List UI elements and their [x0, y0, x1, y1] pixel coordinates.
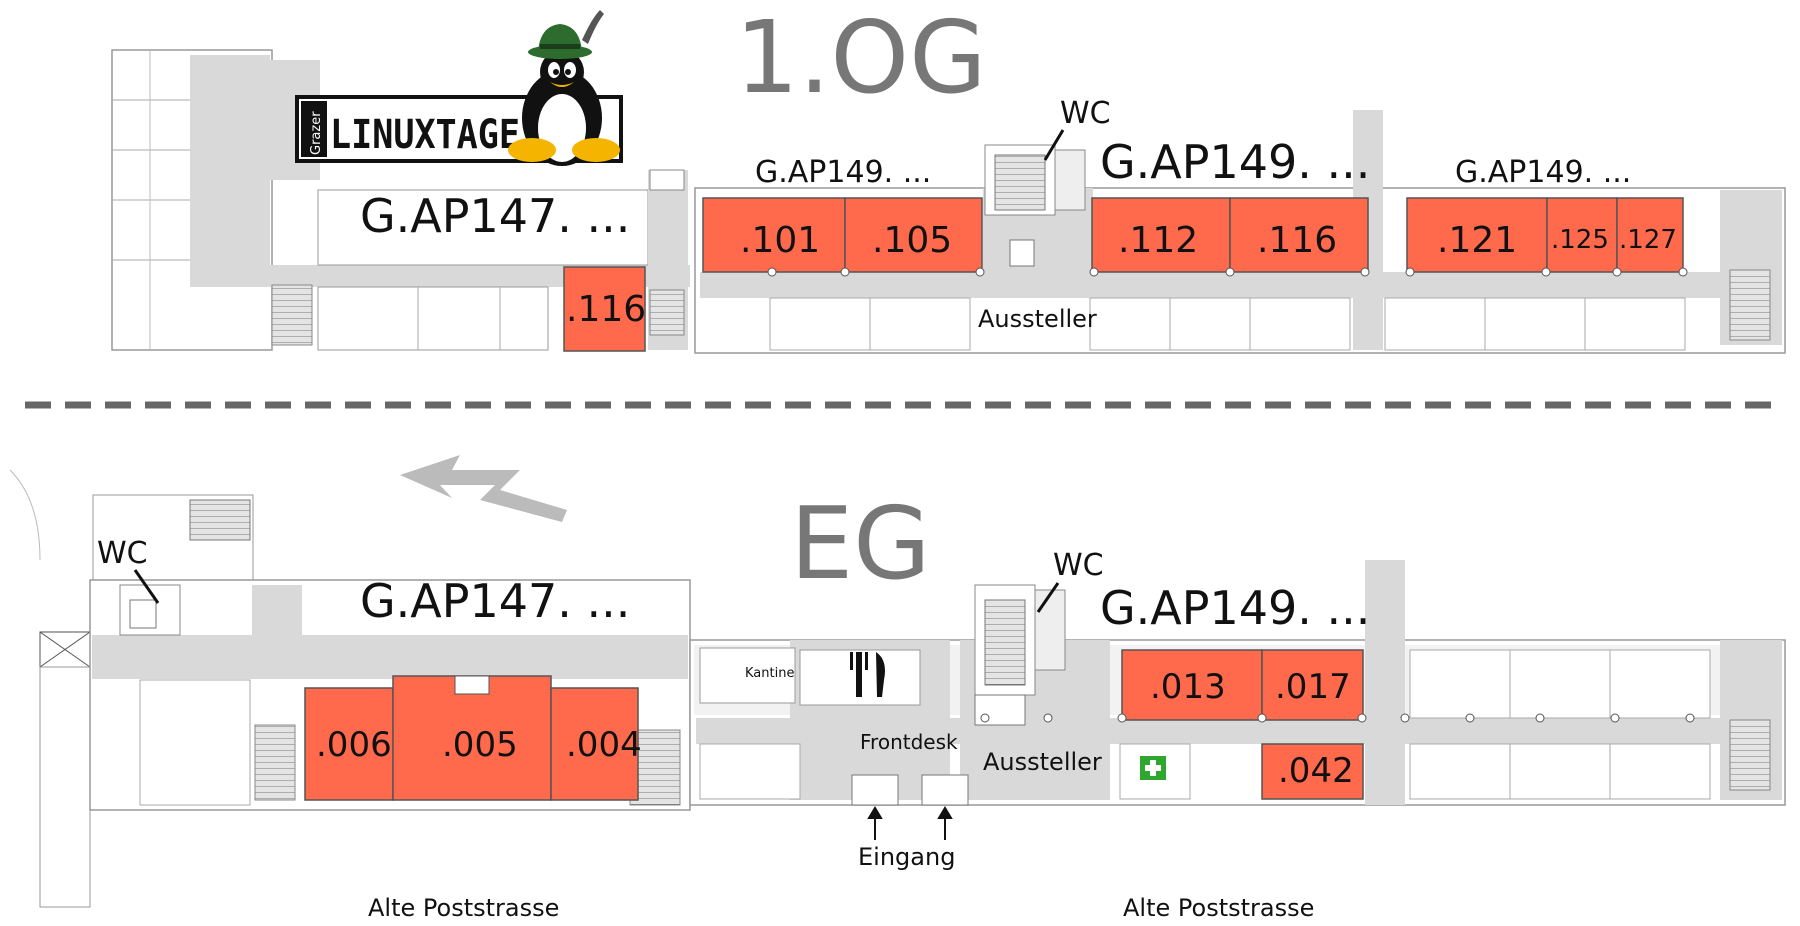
- upper-room-112-label: .112: [1118, 220, 1198, 261]
- upper-room-127-label: .127: [1619, 225, 1677, 255]
- upper-room-116-label: .116: [1257, 220, 1337, 261]
- ground-wc-mid-label: WC: [1053, 548, 1104, 583]
- ground-west-wing-label: G.AP147. ...: [360, 574, 630, 628]
- ground-room-013: [1121, 649, 1263, 721]
- upper-floor-title: 1.OG: [735, 0, 987, 116]
- upper-west-wing-label: G.AP147. ...: [360, 189, 630, 243]
- north-arrow-icon: [400, 455, 567, 522]
- upper-room-127: [1616, 197, 1684, 273]
- ground-wc-west-pointer: [133, 569, 160, 604]
- logo-small-text: Grazer: [309, 111, 324, 155]
- ground-room-013-label: .013: [1150, 667, 1226, 707]
- ground-east-wing-label: G.AP149. ...: [1100, 581, 1370, 635]
- street-label-west: Alte Poststrasse: [368, 894, 559, 922]
- upper-room-121-label: .121: [1437, 220, 1517, 261]
- upper-room-105-label: .105: [872, 220, 952, 261]
- upper-far-east-wing-label: G.AP149. ...: [1455, 155, 1631, 190]
- upper-room-101-label: .101: [740, 220, 820, 261]
- ground-room-042: [1261, 743, 1364, 800]
- cutlery-icon: [850, 652, 885, 697]
- canteen-label: Kantine: [745, 666, 794, 681]
- entrance-arrows-icon: [867, 806, 953, 840]
- ground-room-004: [550, 687, 639, 801]
- logo-main-text: LINUXTAGE: [330, 112, 520, 158]
- tux-penguin-icon: [508, 10, 620, 166]
- entrance-label: Eingang: [858, 843, 955, 871]
- linuxtage-logo: Grazer LINUXTAGE: [295, 10, 623, 166]
- ground-wc-mid-pointer: [1036, 582, 1060, 613]
- ground-room-017-label: .017: [1275, 667, 1351, 707]
- upper-room-112: [1091, 197, 1231, 273]
- upper-wc-label: WC: [1060, 96, 1111, 131]
- ground-room-005-label: .005: [442, 725, 518, 765]
- ground-floor-plan: [9, 469, 1786, 908]
- upper-room-116: [1229, 197, 1369, 273]
- upper-room-116-west-label: .116: [566, 289, 646, 330]
- ground-room-005: [392, 675, 552, 801]
- ground-room-006-label: .006: [316, 725, 392, 765]
- upper-room-101: [702, 197, 846, 273]
- upper-room-116-west: [563, 266, 646, 352]
- ground-room-006: [304, 687, 394, 801]
- upper-room-121: [1406, 197, 1548, 273]
- upper-mid-wing-label: G.AP149. ...: [755, 155, 931, 190]
- ground-room-004-label: .004: [566, 725, 642, 765]
- ground-wc-west-label: WC: [97, 536, 148, 571]
- upper-wc-pointer: [1043, 129, 1065, 161]
- upper-room-125-label: .125: [1551, 225, 1609, 255]
- frontdesk-label: Frontdesk: [860, 730, 958, 754]
- upper-floor-plan: Grazer LINUXTAGE: [111, 10, 1786, 354]
- upper-east-wing-label: G.AP149. ...: [1100, 135, 1370, 189]
- ground-floor-title: EG: [790, 485, 931, 602]
- upper-room-105: [844, 197, 983, 273]
- upper-room-125: [1546, 197, 1618, 273]
- ground-room-017: [1261, 649, 1364, 721]
- upper-exhibitors-label: Aussteller: [978, 305, 1097, 333]
- ground-exhibitors-label: Aussteller: [983, 748, 1102, 776]
- ground-room-042-label: .042: [1278, 751, 1354, 791]
- first-aid-icon: [1140, 756, 1166, 780]
- street-label-east: Alte Poststrasse: [1123, 894, 1314, 922]
